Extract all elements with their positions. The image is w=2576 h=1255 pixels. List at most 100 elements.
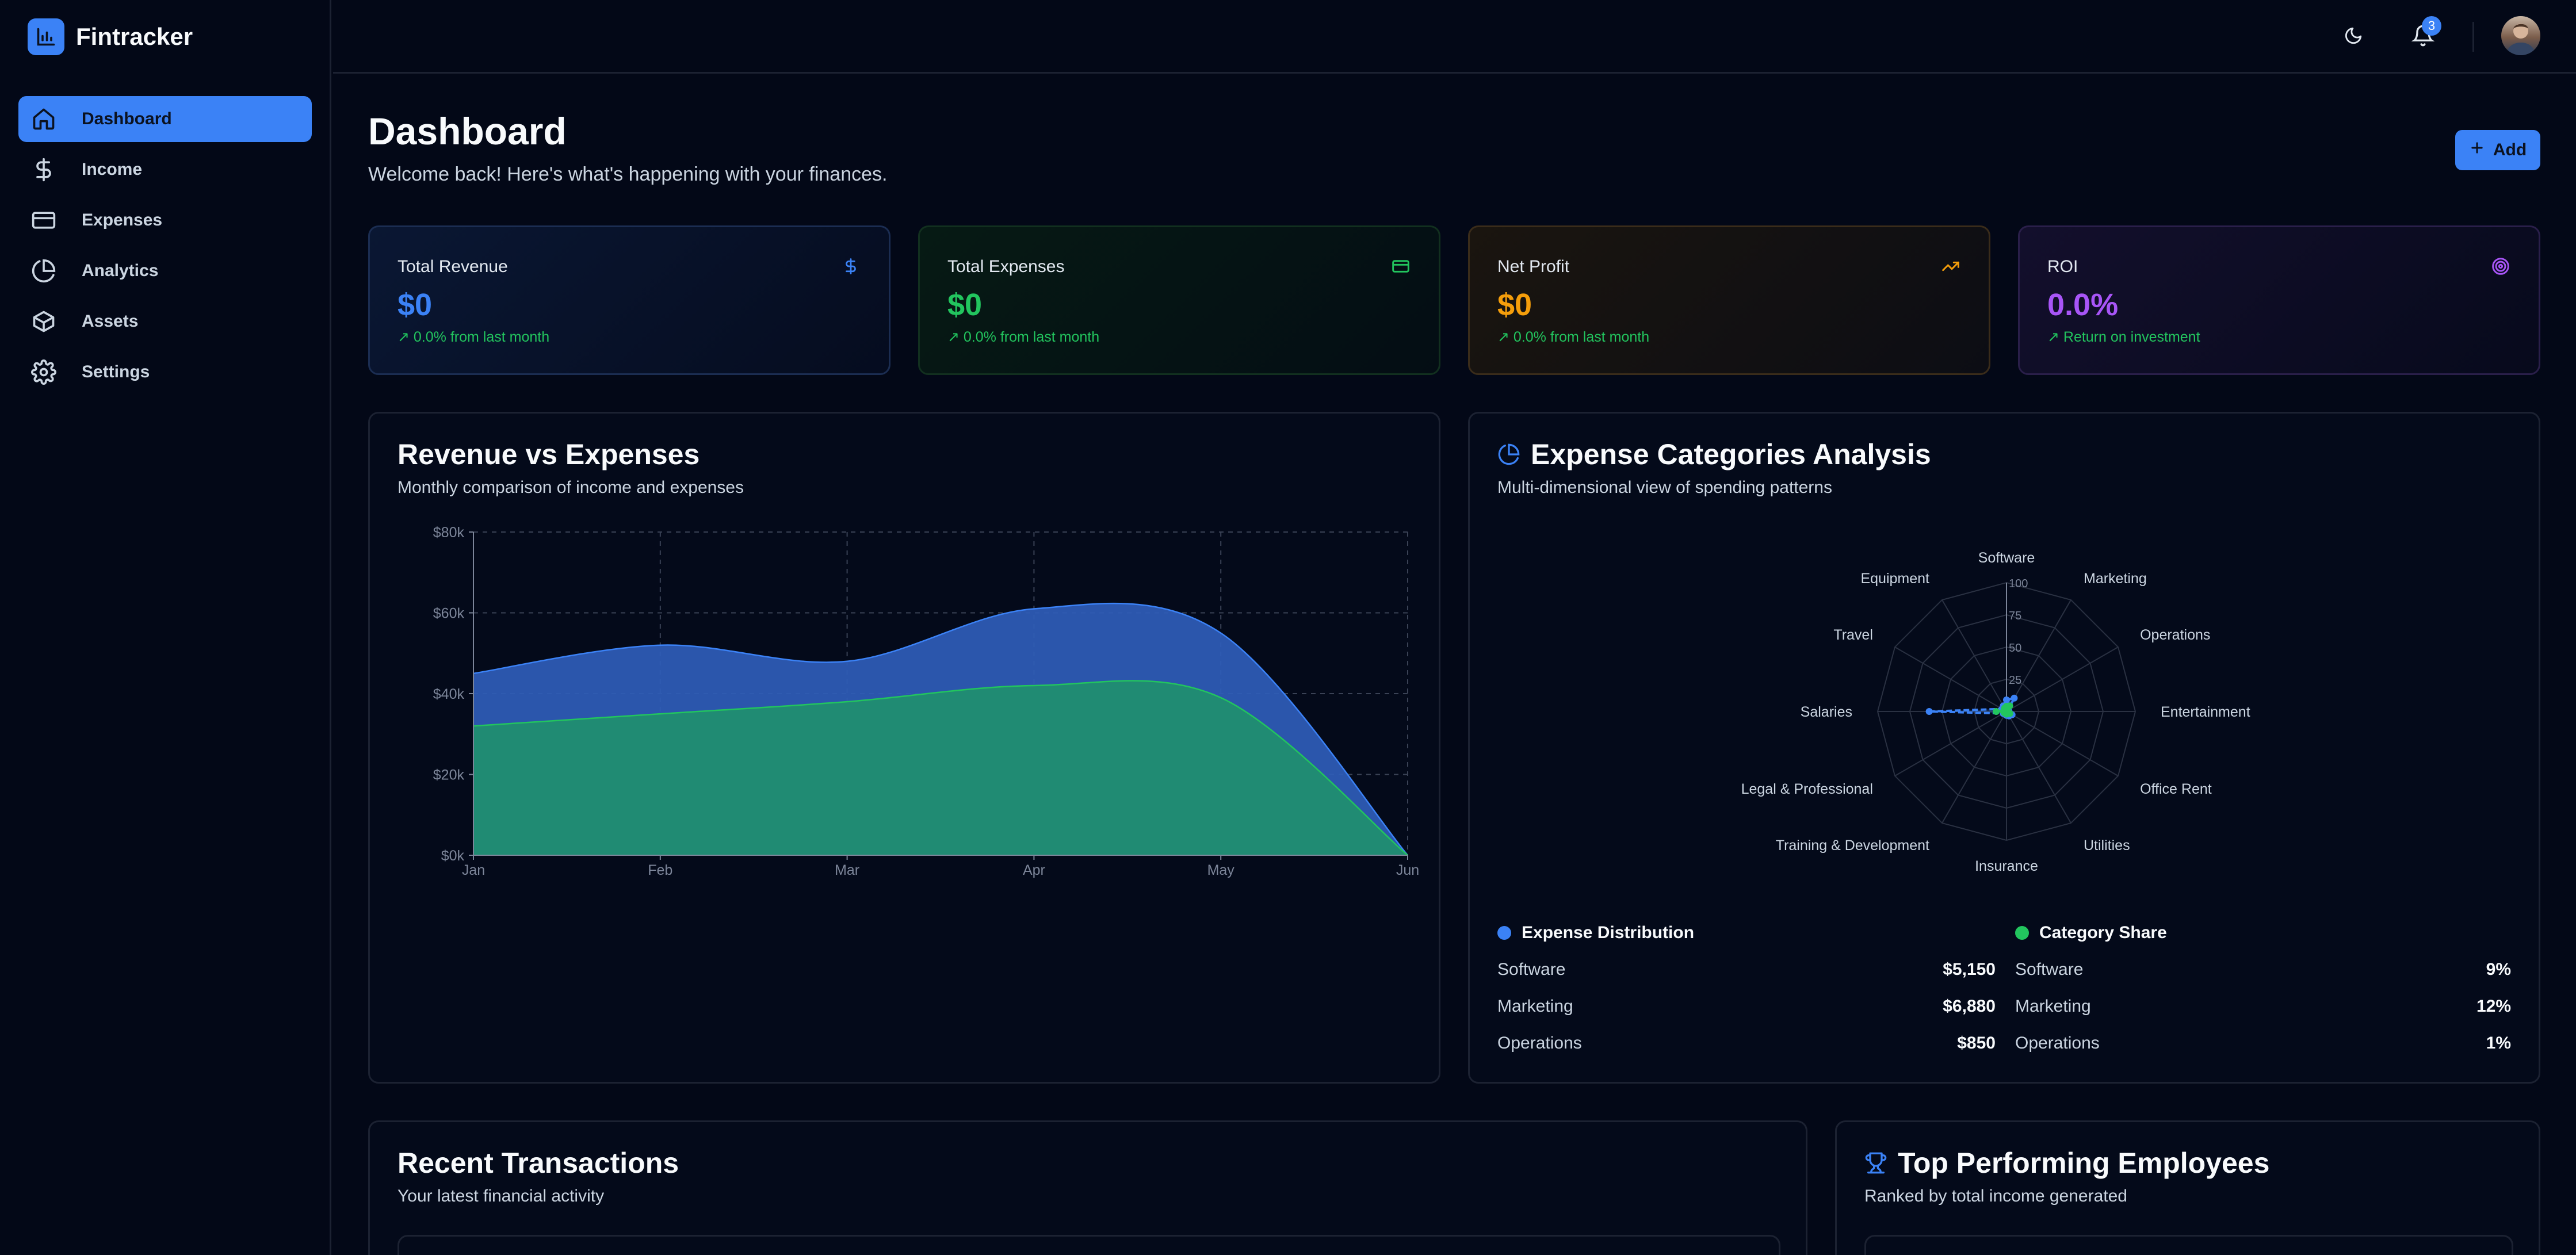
radar-category-label: Training & Development: [1776, 837, 1929, 854]
pie-chart-icon: [28, 257, 60, 285]
radar-spoke: [1941, 599, 2007, 712]
legend-dot: [2015, 926, 2029, 940]
y-tick-label: $60k: [433, 606, 465, 622]
x-tick-label: Apr: [1023, 862, 1045, 878]
x-tick-label: Mar: [835, 862, 859, 878]
panel-title: Revenue vs Expenses: [398, 438, 700, 470]
y-tick-label: $80k: [433, 525, 465, 541]
radar-spoke: [2006, 711, 2071, 824]
sidebar-item-expenses[interactable]: Expenses: [18, 197, 312, 243]
legend-row-label: Operations: [2015, 1034, 2100, 1053]
stat-label: ROI: [2047, 257, 2078, 276]
radar-category-label: Insurance: [1975, 858, 2038, 874]
stat-card-total-expenses: Total Expenses $0 ↗ 0.0% from last month: [918, 225, 1440, 375]
y-tick-label: $0k: [441, 848, 465, 864]
radar-category-label: Travel: [1833, 627, 1873, 643]
revenue-expenses-panel: Revenue vs Expenses Monthly comparison o…: [368, 412, 1440, 1084]
transactions-table: [398, 1235, 1780, 1255]
topbar-divider: [2472, 22, 2474, 52]
sidebar-item-settings[interactable]: Settings: [18, 349, 312, 395]
radar-tick-label: 75: [2009, 610, 2021, 622]
sidebar-item-assets[interactable]: Assets: [18, 299, 312, 345]
panel-subtitle: Ranked by total income generated: [1864, 1187, 2127, 1206]
sidebar: Fintracker Dashboard Income Expenses Ana…: [0, 0, 331, 1255]
radar-spoke: [2006, 646, 2119, 712]
sidebar-item-analytics[interactable]: Analytics: [18, 248, 312, 294]
radar-point: [2011, 694, 2018, 702]
trending-up-icon: [1940, 256, 1961, 277]
sidebar-item-dashboard[interactable]: Dashboard: [18, 96, 312, 142]
credit-card-icon: [28, 206, 60, 234]
stat-value: $0: [947, 288, 983, 322]
x-tick-label: Feb: [648, 862, 672, 878]
add-button-label: Add: [2493, 140, 2527, 159]
radar-spoke: [1941, 711, 2007, 824]
radar-category-label: Utilities: [2084, 837, 2130, 854]
legend-row-label: Marketing: [1497, 997, 1573, 1016]
radar-tick-label: 100: [2009, 577, 2028, 590]
radar-tick-label: 50: [2009, 642, 2021, 655]
stat-card-net-profit: Net Profit $0 ↗ 0.0% from last month: [1468, 225, 1990, 375]
legend-row-label: Software: [2015, 960, 2084, 979]
home-icon: [28, 105, 60, 133]
sidebar-item-label: Analytics: [82, 261, 159, 280]
radar-point: [1993, 708, 2000, 715]
sidebar-item-label: Dashboard: [82, 109, 172, 128]
y-tick-label: $40k: [433, 686, 465, 702]
line-expenses: [473, 680, 1408, 856]
stat-label: Total Revenue: [398, 257, 508, 276]
legend-row-value: 12%: [2476, 997, 2511, 1016]
panel-subtitle: Your latest financial activity: [398, 1187, 605, 1206]
radar-category-label: Software: [1978, 550, 2035, 566]
sidebar-item-label: Assets: [82, 312, 139, 331]
radar-spoke: [2006, 599, 2071, 712]
legend-row-value: $6,880: [1943, 997, 1996, 1016]
panel-subtitle: Monthly comparison of income and expense…: [398, 478, 744, 497]
legend-dot: [1497, 926, 1511, 940]
expense-categories-panel: Expense Categories Analysis Multi-dimens…: [1468, 412, 2540, 1084]
radar-category-label: Operations: [2140, 627, 2210, 643]
sidebar-item-income[interactable]: Income: [18, 147, 312, 193]
radar-point: [1925, 708, 1933, 715]
dollar-icon: [840, 256, 861, 277]
notification-badge: 3: [2422, 16, 2441, 36]
legend-row-value: $5,150: [1943, 960, 1996, 979]
plus-icon: [2469, 140, 2493, 160]
radar-tick-label: 25: [2009, 674, 2021, 687]
radar-category-label: Entertainment: [2161, 704, 2250, 720]
dollar-icon: [28, 156, 60, 183]
panel-subtitle: Multi-dimensional view of spending patte…: [1497, 478, 1832, 497]
panel-title: Expense Categories Analysis: [1497, 438, 1931, 471]
stat-card-total-revenue: Total Revenue $0 ↗ 0.0% from last month: [368, 225, 890, 375]
app-logo[interactable]: Fintracker: [28, 18, 193, 55]
stat-value: 0.0%: [2047, 288, 2119, 322]
stat-change: ↗ 0.0% from last month: [947, 329, 1100, 345]
x-tick-label: May: [1207, 862, 1235, 878]
expense-radar-chart: 25 50 75 100 Software Marketing Operations Ente…: [1741, 550, 2250, 874]
x-tick-label: Jun: [1396, 862, 1419, 878]
sidebar-item-label: Income: [82, 160, 143, 179]
bell-icon: [2411, 24, 2435, 50]
line-revenue: [473, 602, 1408, 856]
radar-spoke: [2006, 711, 2119, 776]
radar-point: [2003, 696, 2010, 703]
radar-category-label: Marketing: [2084, 571, 2147, 587]
theme-toggle-button[interactable]: [2333, 16, 2374, 58]
target-icon: [2490, 256, 2511, 277]
legend-category-share: Category Share: [2015, 923, 2167, 943]
panel-title: Top Performing Employees: [1864, 1146, 2269, 1180]
pie-chart-icon: [1497, 443, 1520, 466]
credit-card-icon: [1390, 256, 1411, 277]
top-employees-panel: Top Performing Employees Ranked by total…: [1835, 1120, 2540, 1255]
radar-category-label: Legal & Professional: [1741, 781, 1873, 797]
page-title: Dashboard: [368, 110, 567, 152]
x-tick-label: Jan: [462, 862, 485, 878]
panel-title: Recent Transactions: [398, 1147, 679, 1179]
add-button[interactable]: Add: [2455, 130, 2540, 170]
avatar[interactable]: [2501, 16, 2540, 55]
box-icon: [28, 308, 60, 335]
y-tick-label: $20k: [433, 767, 465, 783]
legend-row-label: Marketing: [2015, 997, 2091, 1016]
top-bar: [333, 0, 2576, 74]
notifications-button[interactable]: 3: [2402, 16, 2444, 58]
